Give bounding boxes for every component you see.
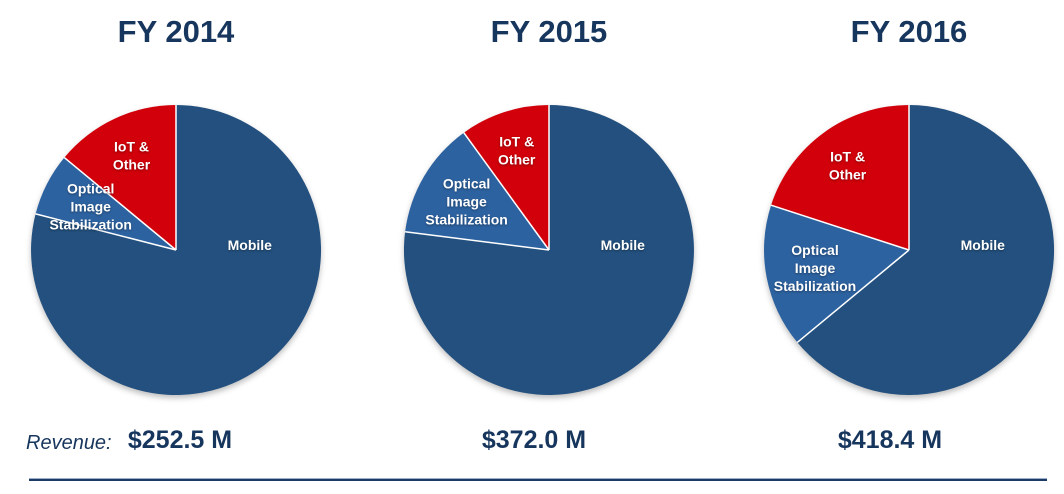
slice-separator [770, 204, 910, 251]
revenue-value-fy2015: $372.0 M [481, 426, 587, 454]
slice-label-mobile: Mobile [961, 237, 1006, 253]
chart-title-fy2015: FY 2015 [490, 14, 608, 49]
pie-slice-iot-other [64, 105, 176, 250]
chart-fy2014: FY 2014 Mobile Optical Image Stabilization I… [6, 0, 346, 420]
slice-separator [35, 213, 177, 251]
slice-separator [63, 157, 177, 251]
pie-slice-iot-other [771, 105, 909, 250]
revenue-caption: Revenue: [26, 432, 112, 454]
slice-label-iot-other: IoT & Other [829, 149, 867, 183]
slice-label-iot-other: IoT & Other [498, 134, 536, 168]
slice-label-mobile: Mobile [228, 237, 273, 253]
revenue-value-fy2014: $252.5 M [127, 426, 233, 454]
pie-slice-optical-image-stabilization [764, 205, 909, 343]
slice-label-optical-image-stabilization: Optical Image Stabilization [774, 242, 856, 294]
slice-separator [463, 132, 550, 251]
chart-title-fy2014: FY 2014 [117, 14, 235, 49]
slice-label-optical-image-stabilization: Optical Image Stabilization [49, 181, 131, 233]
bottom-divider [29, 478, 1047, 481]
pie-slice-optical-image-stabilization [405, 132, 549, 250]
chart-fy2015: FY 2015 Mobile Optical Image Stabilization I… [379, 0, 719, 420]
pie-slice-optical-image-stabilization [35, 157, 176, 250]
slice-label-optical-image-stabilization: Optical Image Stabilization [425, 175, 507, 227]
slice-label-iot-other: IoT & Other [113, 139, 151, 173]
revenue-row: Revenue: $252.5 M $372.0 M $418.4 M [0, 424, 1064, 462]
revenue-value-fy2016: $418.4 M [837, 426, 943, 454]
pie-chart-fy2014: Mobile Optical Image Stabilization IoT & Othe… [31, 105, 322, 395]
pie-slice-iot-other [463, 105, 549, 250]
chart-fy2016: FY 2016 Mobile Optical Image Stabilization I… [739, 0, 1064, 420]
pie-chart-fy2016: Mobile Optical Image Stabilization IoT & Othe… [764, 104, 1055, 395]
pie-chart-fy2015: Mobile Optical Image Stabilization IoT & Othe… [403, 105, 694, 395]
slice-label-mobile: Mobile [601, 237, 646, 253]
slice-separator [405, 231, 550, 251]
slice-separator [796, 249, 910, 343]
chart-title-fy2016: FY 2016 [850, 14, 968, 49]
pie-slice-mobile [797, 104, 1055, 395]
